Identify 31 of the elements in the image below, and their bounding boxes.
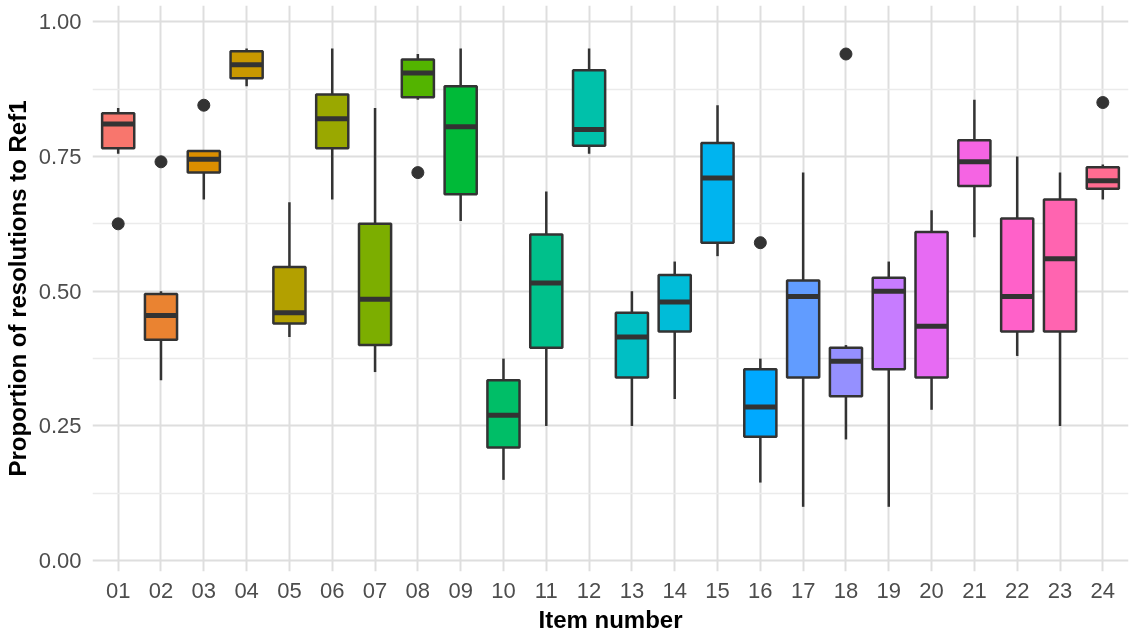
x-tick-label: 23 [1047, 577, 1073, 603]
x-tick-label: 14 [662, 577, 687, 603]
x-tick-label: 21 [962, 577, 987, 603]
y-axis-title: Proportion of resolutions to Ref1 [3, 100, 31, 477]
x-tick-label: 18 [833, 577, 859, 603]
x-tick-label: 04 [234, 577, 259, 603]
x-tick-label: 09 [448, 577, 473, 603]
y-tick-label: 1.00 [38, 9, 82, 35]
x-tick-label: 19 [876, 577, 902, 603]
x-tick-label: 16 [748, 577, 773, 603]
x-tick-label: 20 [919, 577, 944, 603]
x-tick-label: 05 [277, 577, 302, 603]
x-tick-label: 10 [491, 577, 516, 603]
x-axis-title: Item number [538, 605, 683, 633]
x-tick-label: 06 [320, 577, 345, 603]
x-tick-label: 08 [405, 577, 431, 603]
x-tick-label: 07 [362, 577, 388, 603]
x-tick-label: 02 [148, 577, 174, 603]
x-tick-label: 24 [1090, 577, 1116, 603]
y-tick-label: 0.50 [38, 278, 82, 304]
x-tick-label: 03 [191, 577, 217, 603]
x-tick-label: 17 [790, 577, 816, 603]
y-tick-label: 0.75 [38, 143, 82, 169]
x-tick-label: 15 [705, 577, 730, 603]
y-tick-label: 0.00 [38, 548, 82, 574]
x-tick-label: 11 [534, 577, 558, 603]
x-tick-label: 12 [576, 577, 602, 603]
x-tick-label: 01 [105, 577, 131, 603]
x-tick-label: 13 [619, 577, 645, 603]
y-tick-label: 0.25 [38, 413, 82, 439]
x-tick-label: 22 [1004, 577, 1030, 603]
